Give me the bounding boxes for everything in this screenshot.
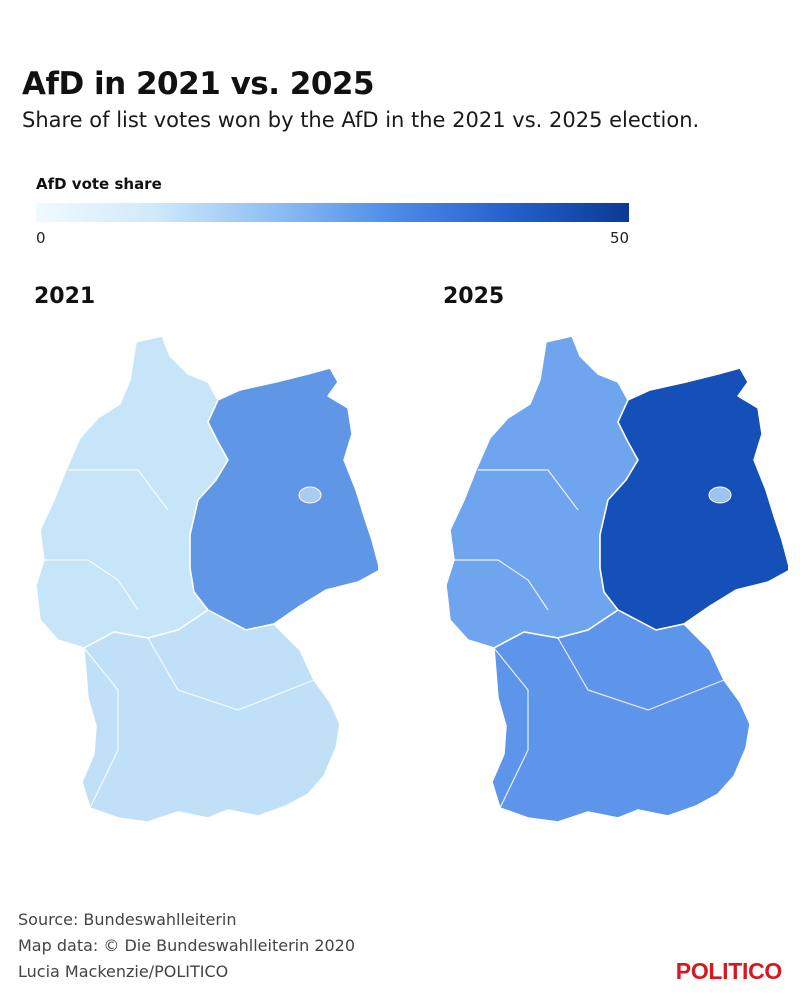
chart-subtitle: Share of list votes won by the AfD in th… [22, 108, 700, 132]
politico-logo[interactable]: POLITICO [675, 958, 783, 984]
legend-min-label: 0 [36, 229, 46, 247]
map-2025-state-border [454, 399, 725, 809]
map-2025-east-region [599, 367, 788, 631]
map-2021-berlin [298, 486, 322, 504]
map-2025 [445, 335, 788, 823]
map-2021-label: 2021 [34, 284, 96, 309]
chart-title: AfD in 2021 vs. 2025 [22, 66, 375, 102]
legend-max-label: 50 [610, 229, 630, 247]
map-data-credit: Map data: © Die Bundeswahlleiterin 2020 [18, 936, 356, 955]
legend-title: AfD vote share [36, 175, 162, 193]
map-2025-label: 2025 [443, 284, 505, 309]
map-2025-berlin [708, 486, 732, 504]
legend-color-ramp [36, 203, 629, 222]
author-credit: Lucia Mackenzie/POLITICO [18, 962, 229, 981]
map-2025-south-region [491, 609, 751, 823]
map-2021 [35, 335, 378, 823]
map-2021-south-region [81, 609, 341, 823]
map-2021-east-region [189, 367, 378, 631]
source-text: Source: Bundeswahlleiterin [18, 910, 237, 929]
map-2021-state-border [44, 399, 315, 809]
